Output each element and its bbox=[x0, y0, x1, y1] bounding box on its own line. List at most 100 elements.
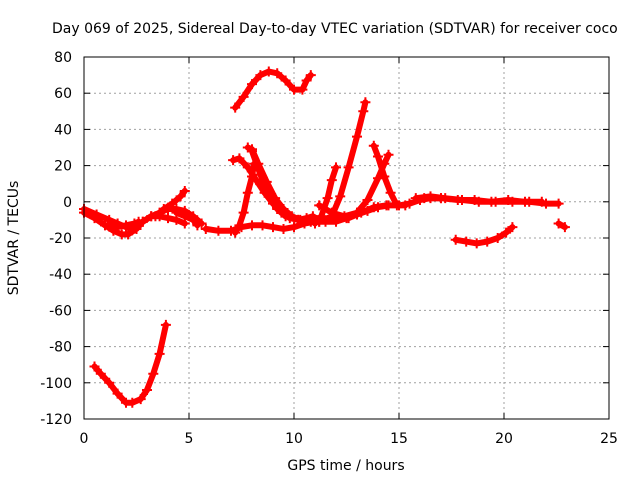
x-tick-label: 10 bbox=[285, 431, 303, 447]
data-point bbox=[482, 236, 493, 247]
data-point bbox=[188, 214, 199, 225]
data-point bbox=[200, 223, 211, 234]
data-point bbox=[154, 348, 165, 359]
y-tick-label: 60 bbox=[54, 86, 72, 102]
data-point bbox=[179, 185, 190, 196]
grid-layer bbox=[84, 57, 609, 419]
data-point bbox=[171, 207, 182, 218]
series-track-morning-d bbox=[150, 185, 190, 222]
series-layer bbox=[79, 66, 570, 408]
data-point bbox=[368, 202, 379, 213]
data-point bbox=[391, 200, 402, 211]
series-line bbox=[173, 209, 201, 229]
data-point bbox=[501, 227, 512, 238]
data-point bbox=[163, 213, 173, 224]
y-tick-label: -60 bbox=[49, 303, 72, 319]
data-point bbox=[379, 171, 390, 182]
data-point bbox=[238, 207, 249, 218]
series-track-dip-18 bbox=[450, 222, 518, 249]
data-point bbox=[383, 149, 394, 160]
data-point bbox=[247, 146, 257, 157]
data-point bbox=[158, 204, 169, 215]
data-point bbox=[461, 236, 472, 247]
data-point bbox=[301, 213, 312, 224]
data-point bbox=[268, 222, 278, 233]
data-point bbox=[536, 196, 547, 207]
data-point bbox=[410, 193, 421, 204]
x-tick-label: 15 bbox=[390, 431, 408, 447]
data-point bbox=[314, 200, 325, 211]
data-point bbox=[360, 97, 371, 108]
data-point bbox=[331, 162, 341, 173]
data-point bbox=[352, 131, 362, 142]
data-point bbox=[289, 222, 299, 233]
data-point bbox=[238, 91, 249, 102]
data-point bbox=[234, 220, 245, 231]
data-point bbox=[356, 207, 367, 218]
data-point bbox=[228, 155, 239, 166]
data-point bbox=[255, 70, 266, 81]
chart-title: Day 069 of 2025, Sidereal Day-to-day VTE… bbox=[52, 21, 618, 37]
data-point bbox=[104, 218, 115, 229]
x-axis-label: GPS time / hours bbox=[287, 458, 404, 474]
y-tick-label: 20 bbox=[54, 159, 72, 175]
data-point bbox=[452, 194, 463, 205]
data-point bbox=[127, 397, 138, 408]
data-point bbox=[142, 385, 152, 396]
data-point bbox=[257, 220, 268, 231]
data-point bbox=[263, 189, 274, 200]
data-point bbox=[263, 66, 274, 77]
data-point bbox=[112, 388, 123, 399]
data-point bbox=[400, 200, 411, 211]
data-point bbox=[307, 211, 318, 222]
data-point bbox=[381, 200, 392, 211]
data-point bbox=[305, 70, 316, 81]
y-tick-label: 0 bbox=[63, 195, 72, 211]
data-point bbox=[343, 162, 354, 173]
data-point bbox=[450, 234, 461, 245]
data-point bbox=[436, 193, 446, 204]
data-point bbox=[373, 151, 383, 162]
series-track-morning-c bbox=[104, 216, 144, 233]
data-point bbox=[135, 394, 146, 405]
data-point bbox=[301, 75, 312, 86]
data-point bbox=[121, 220, 131, 231]
series-track-afternoon-b bbox=[419, 193, 547, 207]
data-point bbox=[385, 187, 396, 198]
data-point bbox=[553, 198, 564, 209]
data-point bbox=[553, 218, 564, 229]
data-point bbox=[242, 162, 253, 173]
data-point bbox=[89, 361, 100, 372]
y-tick-label: -120 bbox=[40, 412, 72, 428]
data-point bbox=[112, 222, 123, 233]
data-point bbox=[362, 194, 373, 205]
data-point bbox=[335, 191, 346, 202]
data-point bbox=[503, 194, 514, 205]
data-point bbox=[280, 211, 291, 222]
data-point bbox=[559, 222, 570, 233]
data-point bbox=[133, 216, 144, 227]
data-point bbox=[331, 214, 341, 225]
data-point bbox=[272, 204, 283, 215]
data-point bbox=[247, 79, 257, 90]
data-point bbox=[486, 196, 497, 207]
data-point bbox=[293, 214, 304, 225]
data-point bbox=[326, 175, 337, 186]
y-tick-label: -20 bbox=[49, 231, 72, 247]
x-tick-label: 5 bbox=[185, 431, 194, 447]
data-point bbox=[230, 227, 241, 238]
data-point bbox=[520, 196, 530, 207]
series-track-low bbox=[89, 319, 171, 408]
series-track-high-arc bbox=[230, 66, 316, 113]
y-tick-label: 80 bbox=[54, 50, 72, 66]
data-point bbox=[322, 193, 333, 204]
data-point bbox=[89, 213, 100, 224]
data-point bbox=[242, 187, 253, 198]
data-point bbox=[148, 368, 159, 379]
tick-layer: 0 5 10 15 20 25 -120 -100 -80 -60 -40 -20 0 20 40 60 80 bbox=[40, 50, 618, 447]
data-point bbox=[167, 198, 178, 209]
x-tick-label: 0 bbox=[80, 431, 89, 447]
data-point bbox=[95, 368, 106, 379]
data-point bbox=[160, 319, 171, 330]
